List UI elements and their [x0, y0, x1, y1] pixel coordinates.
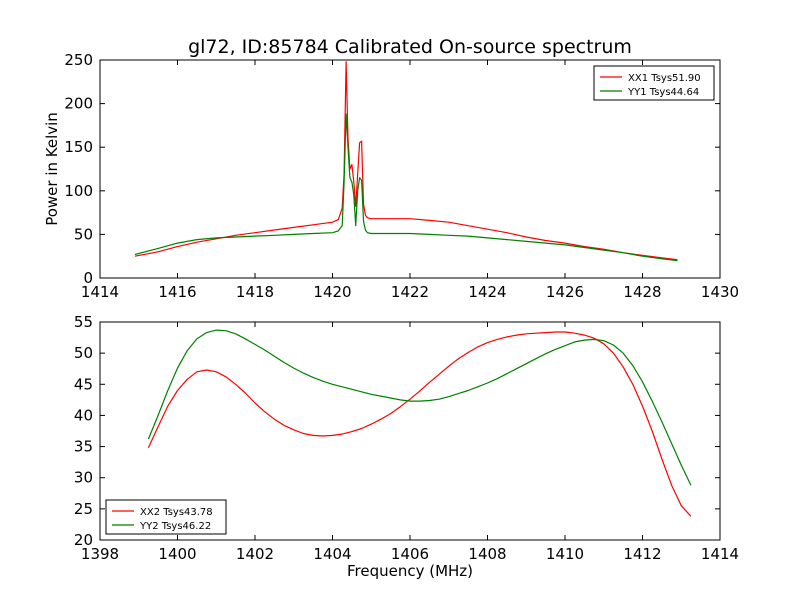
bottom-y-tick-label: 35: [74, 438, 93, 456]
x-axis-label: Frequency (MHz): [347, 562, 473, 580]
bottom-y-tick-label: 40: [74, 406, 93, 424]
bottom-legend-label-2: YY2 Tsys46.22: [139, 521, 211, 532]
top-series-line-1: [134, 61, 678, 261]
bottom-y-tick-label: 25: [74, 500, 93, 518]
bottom-legend-label-1: XX2 Tsys43.78: [140, 507, 213, 518]
bottom-x-tick-label: 1410: [546, 545, 584, 563]
top-x-tick-label: 1420: [313, 283, 351, 301]
bottom-x-tick-label: 1408: [468, 545, 506, 563]
top-x-tick-label: 1416: [158, 283, 196, 301]
bottom-y-tick-label: 30: [74, 469, 93, 487]
bottom-x-tick-label: 1404: [313, 545, 351, 563]
bottom-plot: 1398 1400 1402 1404 1406 1408 1410 1412 1414 20 25…: [74, 313, 739, 580]
bottom-x-tick-label: 1414: [701, 545, 739, 563]
top-x-tick-label: 1430: [701, 283, 739, 301]
bottom-plot-frame: [99, 321, 721, 541]
bottom-plot-series: [147, 329, 692, 517]
bottom-y-tick-label: 45: [74, 375, 93, 393]
top-legend-label-2: YY1 Tsys44.64: [627, 87, 699, 98]
top-plot: 1414 1416 1418 1420 1422 1424 1426 1428 1430 0 50 1…: [43, 51, 739, 301]
top-y-tick-label: 250: [64, 51, 93, 69]
bottom-series-line-1: [147, 331, 692, 517]
bottom-x-tick-label: 1398: [81, 545, 119, 563]
bottom-legend-box: [105, 499, 227, 535]
top-x-tick-label: 1424: [468, 283, 506, 301]
top-x-tick-label: 1426: [546, 283, 584, 301]
top-y-tick-label: 100: [64, 182, 93, 200]
bottom-x-tick-label: 1402: [236, 545, 274, 563]
top-y-tick-label: 200: [64, 95, 93, 113]
top-legend-label-1: XX1 Tsys51.90: [628, 73, 701, 84]
top-y-axis-label: Power in Kelvin: [43, 112, 61, 226]
top-y-tick-label: 50: [74, 225, 93, 243]
bottom-legend: XX2 Tsys43.78 YY2 Tsys46.22: [105, 499, 227, 535]
top-y-tick-label: 150: [64, 138, 93, 156]
bottom-y-tick-label: 55: [74, 313, 93, 331]
top-plot-frame: [99, 59, 721, 279]
bottom-y-tick-label: 50: [74, 344, 93, 362]
top-y-tick-label: 0: [83, 269, 93, 287]
bottom-y-tick-label: 20: [74, 531, 93, 549]
bottom-x-tick-label: 1406: [391, 545, 429, 563]
top-plot-series: [134, 61, 678, 262]
top-plot-ticks: 1414 1416 1418 1420 1422 1424 1426 1428 1430 0 50 1…: [64, 51, 739, 301]
top-x-tick-label: 1414: [81, 283, 119, 301]
chart-title: gl72, ID:85784 Calibrated On-source spec…: [188, 36, 632, 58]
top-legend-box: [593, 65, 715, 101]
bottom-series-line-2: [147, 329, 692, 486]
top-series-line-2: [134, 113, 678, 262]
top-x-tick-label: 1428: [623, 283, 661, 301]
top-x-tick-label: 1418: [236, 283, 274, 301]
bottom-plot-ticks: 1398 1400 1402 1404 1406 1408 1410 1412 1414 20 25…: [74, 313, 739, 563]
bottom-x-tick-label: 1412: [623, 545, 661, 563]
top-legend: XX1 Tsys51.90 YY1 Tsys44.64: [593, 65, 715, 101]
bottom-x-tick-label: 1400: [158, 545, 196, 563]
top-x-tick-label: 1422: [391, 283, 429, 301]
